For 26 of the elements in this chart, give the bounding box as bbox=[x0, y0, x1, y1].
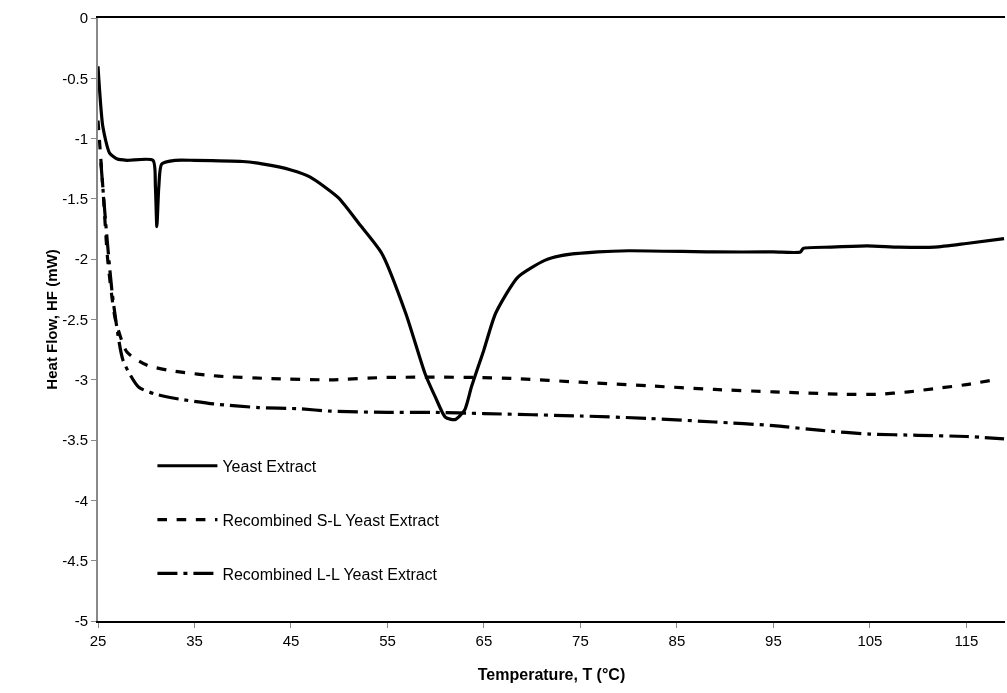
x-tick-label: 45 bbox=[282, 632, 300, 649]
y-tick-label: 0 bbox=[79, 9, 88, 27]
y-tick-label: -3 bbox=[74, 371, 88, 389]
x-tick-label: 85 bbox=[668, 632, 686, 649]
y-tick-label: -5 bbox=[74, 612, 88, 630]
y-tick-label: -4.5 bbox=[62, 551, 88, 569]
x-tick-label: 65 bbox=[475, 632, 493, 649]
x-tick-label: 75 bbox=[572, 632, 589, 649]
x-tick-label: 25 bbox=[89, 632, 107, 649]
y-tick-label: -1.5 bbox=[62, 190, 88, 208]
y-tick-label: -2 bbox=[74, 250, 88, 268]
y-tick-label: -3.5 bbox=[62, 431, 88, 449]
x-tick-label: 35 bbox=[186, 632, 203, 649]
y-tick-label: -4 bbox=[74, 491, 88, 509]
x-tick-label: 55 bbox=[379, 632, 396, 649]
x-axis-title: Temperature, T (°C) bbox=[477, 666, 626, 683]
y-tick-label: -0.5 bbox=[62, 69, 88, 87]
legend-label: Yeast Extract bbox=[222, 457, 317, 475]
legend-label: Recombined S-L Yeast Extract bbox=[222, 511, 440, 529]
x-tick-label: 115 bbox=[954, 632, 979, 649]
y-tick-label: -1 bbox=[74, 129, 88, 147]
x-tick-label: 95 bbox=[765, 632, 782, 649]
legend-label: Recombined L-L Yeast Extract bbox=[222, 565, 438, 583]
x-tick-label: 105 bbox=[857, 632, 883, 649]
y-axis-title: Heat Flow, HF (mW) bbox=[43, 249, 60, 390]
y-tick-label: -2.5 bbox=[62, 310, 88, 328]
